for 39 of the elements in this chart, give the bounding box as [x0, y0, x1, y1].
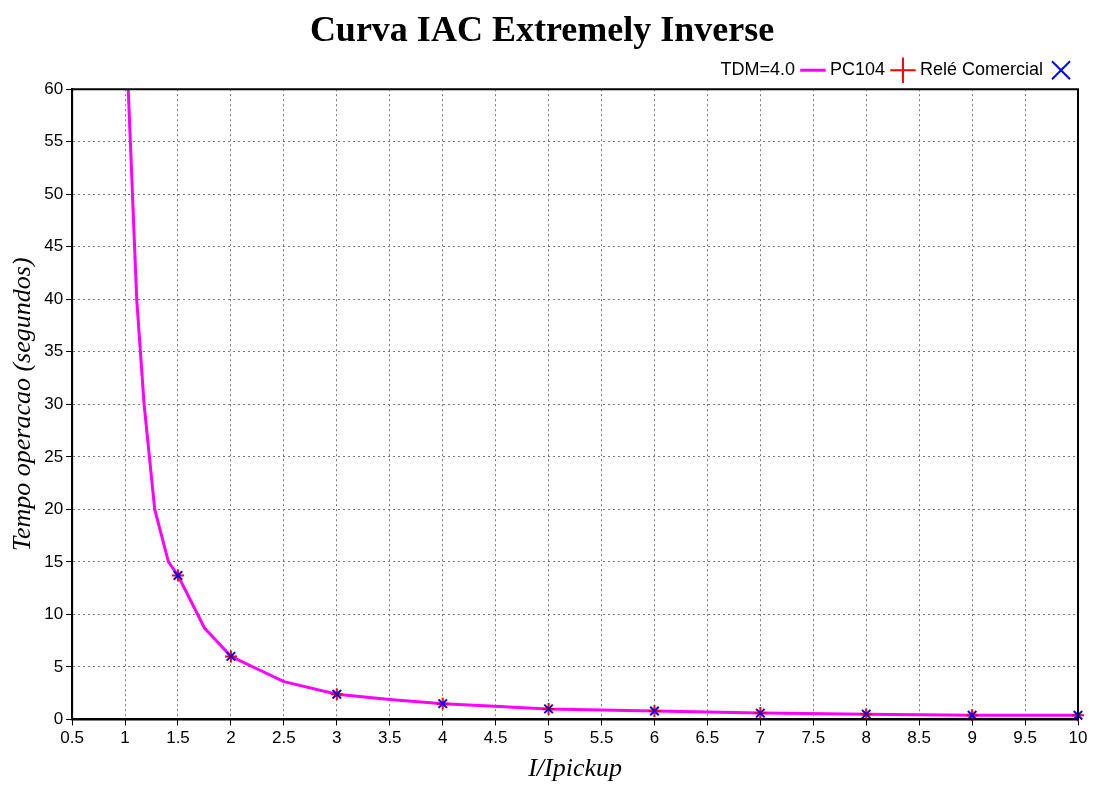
x-tick-label: 7.5 — [801, 728, 826, 748]
y-tick-label: 5 — [53, 656, 64, 676]
x-tick-label: 1.5 — [166, 728, 190, 748]
y-tick-label: 35 — [44, 341, 64, 361]
y-tick-label: 50 — [44, 183, 64, 203]
legend-label: PC104 — [829, 59, 885, 80]
x-tick-label: 8.5 — [907, 728, 931, 748]
y-tick-label: 15 — [44, 551, 64, 571]
y-tick-label: 55 — [44, 131, 64, 151]
x-tick-label: 2.5 — [272, 728, 296, 748]
x-tick-label: 10 — [1068, 728, 1088, 748]
y-tick-label: 20 — [44, 499, 64, 519]
y-tick-label: 40 — [44, 288, 64, 308]
x-tick-label: 0.5 — [60, 728, 84, 748]
x-tick-label: 4.5 — [483, 728, 508, 748]
y-tick-label: 0 — [53, 709, 64, 729]
x-tick-label: 2 — [226, 728, 236, 748]
y-tick-label: 30 — [44, 393, 64, 413]
x-tick-label: 3.5 — [377, 728, 402, 748]
x-tick-label: 9.5 — [1013, 728, 1037, 748]
x-axis-title: I/Ipickup — [527, 753, 622, 783]
y-tick-label: 60 — [44, 78, 64, 98]
x-tick-label: 7 — [755, 728, 766, 748]
x-tick-label: 9 — [967, 728, 977, 748]
x-tick-label: 5.5 — [589, 728, 614, 748]
y-tick-label: 25 — [44, 446, 64, 466]
y-tick-label: 10 — [44, 604, 64, 624]
legend-label: Relé Comercial — [919, 59, 1043, 80]
x-tick-label: 1 — [120, 728, 130, 748]
y-tick-label: 45 — [44, 236, 64, 256]
x-tick-label: 4 — [437, 728, 448, 748]
x-tick-label: 6.5 — [695, 728, 720, 748]
x-tick-label: 5 — [543, 728, 554, 748]
x-tick-label: 6 — [649, 728, 660, 748]
chart-title: Curva IAC Extremely Inverse — [309, 8, 775, 49]
legend-label: TDM=4.0 — [720, 59, 795, 80]
y-axis-title: Tempo operacao (segundos) — [7, 257, 37, 552]
x-tick-label: 3 — [332, 728, 342, 748]
x-tick-label: 8 — [861, 728, 871, 748]
